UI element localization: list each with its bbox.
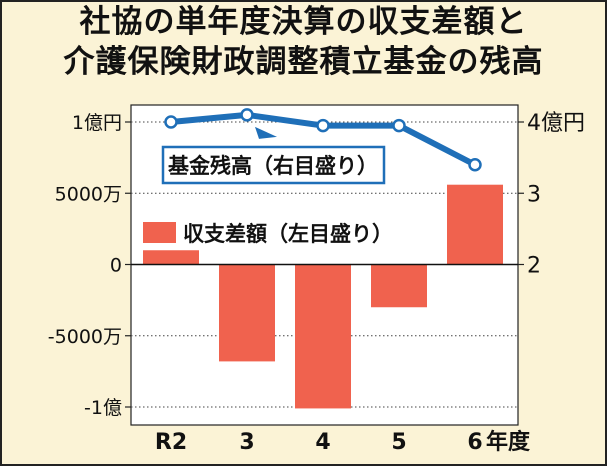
x-tick-label: 6 [467, 430, 482, 455]
x-unit-label: 年度 [486, 429, 531, 455]
left-tick-label: 5000万 [55, 183, 122, 205]
line-series [164, 108, 482, 172]
left-tick-label: 0 [110, 255, 122, 277]
bar-R2 [143, 250, 199, 265]
legend-line-label: 基金残高（右目盛り） [168, 154, 378, 178]
chart-title-line2: 介護保険財政調整積立基金の残高 [63, 44, 544, 80]
x-tick-label: R2 [155, 430, 187, 455]
bar-4 [295, 264, 351, 409]
legend-bar-swatch [143, 222, 176, 243]
right-tick-label: 2 [527, 254, 541, 279]
legend-line-box [161, 145, 386, 185]
left-tick-label: 1億円 [72, 112, 122, 134]
right-tick-label: 4億円 [527, 111, 585, 136]
left-tick-label: -1億 [84, 397, 122, 419]
left-tick-label: -5000万 [48, 326, 122, 348]
fund-balance-point-3 [240, 108, 254, 122]
x-tick-label: 3 [239, 430, 254, 455]
bar-6 [447, 184, 503, 265]
axes: 1億円 5000万 0 -5000万 -1億 4億円 3 2 R2 3 4 5 6 年度 [48, 111, 585, 455]
bar-3 [219, 264, 275, 362]
bar-5 [371, 264, 427, 308]
fund-balance-point-4 [316, 118, 330, 133]
x-tick-label: 5 [391, 430, 406, 455]
fund-balance-point-R2 [164, 115, 178, 129]
right-tick-label: 3 [527, 182, 541, 207]
legend: 基金残高（右目盛り） 収支差額（左目盛り） [143, 126, 393, 246]
legend-bar-label: 収支差額（左目盛り） [183, 222, 393, 246]
x-tick-label: 4 [315, 430, 330, 455]
bar-series [143, 184, 503, 409]
legend-line-pointer [255, 126, 277, 139]
fund-balance-point-5 [392, 118, 406, 133]
fund-balance-point-6 [468, 158, 482, 172]
chart-title-line1: 社協の単年度決算の収支差額と [79, 4, 528, 40]
